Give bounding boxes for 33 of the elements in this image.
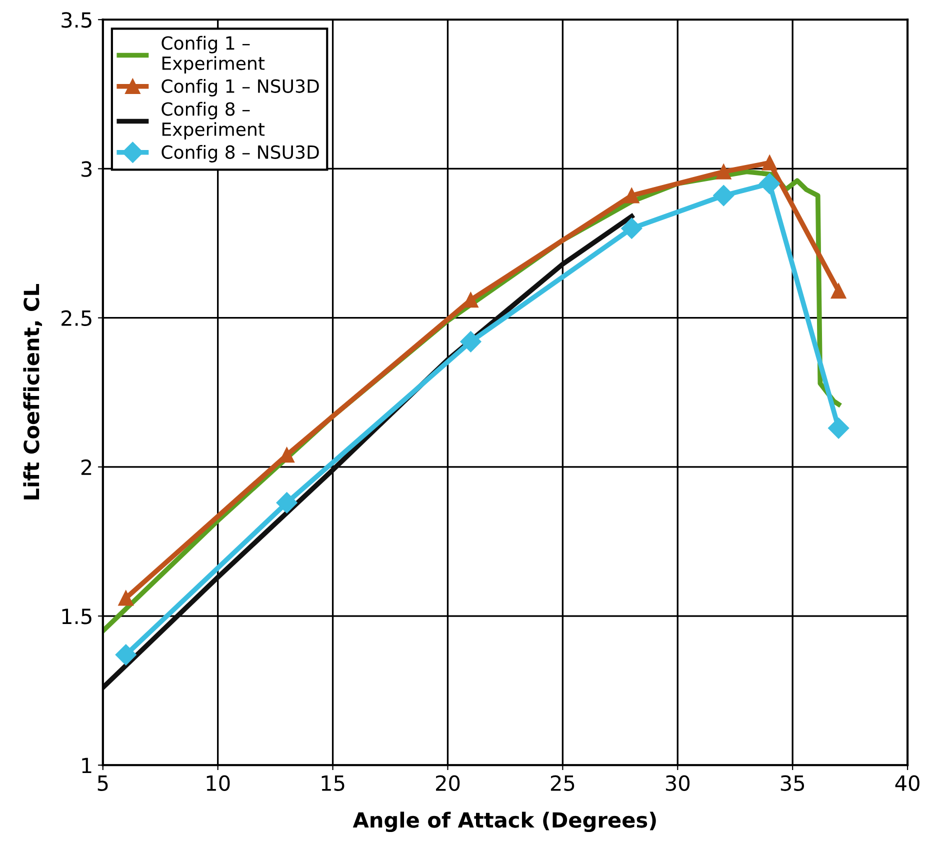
point [621, 218, 642, 239]
point [828, 418, 850, 439]
x-tick-label: 35 [780, 775, 804, 791]
x-tick-label: 20 [436, 775, 460, 791]
point [624, 188, 640, 204]
y-tick-label: 3 [82, 161, 92, 177]
legend-label: Config 8 – NSU3D [162, 144, 319, 162]
point [460, 331, 482, 352]
point [762, 155, 778, 170]
x-tick-label: 25 [550, 775, 574, 791]
x-tick-label: 15 [322, 776, 344, 791]
legend-label: Config 1 – Experiment [162, 36, 265, 74]
legend-label: Config 1 – NSU3D [162, 78, 319, 96]
y-tick-label: 1.5 [62, 608, 92, 624]
x-tick-label: 5 [98, 776, 108, 791]
y-tick-label: 2 [81, 459, 92, 475]
point [118, 590, 134, 606]
y-axis-title: Lift Coefficient, CL [23, 284, 42, 500]
point [830, 283, 846, 299]
point [276, 492, 298, 514]
point [463, 292, 478, 308]
legend-label: Config 8 – Experiment [162, 102, 265, 140]
x-axis-title: Angle of Attack (Degrees) [352, 812, 656, 832]
point [716, 164, 732, 180]
point [713, 185, 734, 206]
x-tick-label: 40 [895, 775, 920, 791]
x-tick-label: 30 [666, 775, 690, 791]
y-tick-label: 2.5 [62, 310, 92, 326]
y-tick-label: 1 [82, 758, 92, 774]
y-tick-label: 3.5 [62, 12, 92, 28]
point [115, 644, 136, 666]
point [759, 173, 780, 194]
x-tick-label: 10 [206, 775, 230, 791]
